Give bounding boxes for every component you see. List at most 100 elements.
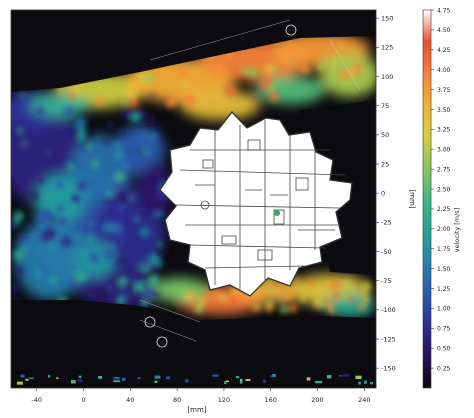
velocity-speckle — [74, 232, 83, 241]
velocity-speckle — [338, 43, 344, 49]
velocity-speckle — [154, 292, 161, 299]
velocity-speckle — [139, 227, 150, 238]
velocity-speckle — [18, 235, 28, 245]
velocity-speckle — [279, 304, 289, 314]
velocity-speckle — [333, 291, 343, 302]
velocity-speckle — [269, 91, 280, 102]
velocity-speckle — [343, 279, 352, 289]
plan-room — [202, 159, 214, 169]
velocity-speckle — [307, 279, 315, 287]
velocity-speckle — [131, 276, 137, 282]
velocity-strip-sample — [78, 380, 83, 383]
velocity-strip-sample — [154, 380, 158, 383]
velocity-strip-sample — [245, 378, 251, 382]
velocity-speckle — [152, 211, 159, 218]
velocity-speckle — [176, 287, 186, 297]
velocity-strip-sample — [137, 377, 141, 380]
mask-bottom — [11, 300, 376, 388]
velocity-speckle — [20, 243, 29, 252]
y-axis-label: [mm] — [408, 189, 416, 208]
velocity-strip-sample — [364, 380, 368, 384]
velocity-speckle — [288, 303, 298, 313]
velocity-speckle — [56, 205, 63, 212]
velocity-speckle — [329, 282, 337, 289]
velocity-speckle — [16, 190, 23, 197]
velocity-speckle — [110, 221, 123, 234]
colorbar-tick-label: 3.50 — [437, 107, 451, 114]
x-tick-label: 80 — [173, 396, 181, 404]
velocity-speckle — [137, 109, 145, 117]
velocity-speckle — [140, 261, 149, 270]
colorbar-tick-label: 0.25 — [437, 365, 451, 372]
plan-fixture — [200, 200, 210, 210]
velocity-speckle — [65, 164, 71, 170]
velocity-speckle — [128, 293, 133, 298]
colorbar-tick-label: 4.50 — [437, 27, 451, 34]
velocity-speckle — [116, 296, 126, 306]
colorbar-tick-label: 3.75 — [437, 87, 451, 94]
velocity-speckle — [131, 266, 138, 272]
velocity-speckle — [211, 290, 221, 300]
velocity-speckle — [89, 181, 94, 186]
velocity-speckle — [118, 246, 123, 252]
plan-fixture — [274, 210, 280, 216]
velocity-speckle — [293, 57, 305, 69]
velocity-speckle — [156, 241, 162, 248]
velocity-speckle — [90, 221, 95, 227]
velocity-speckle — [102, 221, 114, 233]
x-tick-label: 240 — [358, 396, 370, 404]
y-tick-label: -75 — [381, 277, 392, 285]
velocity-speckle — [330, 57, 339, 65]
velocity-strip-sample — [122, 377, 126, 381]
velocity-speckle — [74, 116, 87, 128]
colorbar-tick-label: 3.25 — [437, 127, 451, 134]
velocity-strip-sample — [355, 375, 362, 380]
y-tick-label: -100 — [381, 306, 396, 314]
velocity-speckle — [116, 193, 128, 206]
velocity-speckle — [151, 93, 156, 98]
velocity-speckle — [133, 215, 141, 223]
x-tick-label: 120 — [218, 396, 230, 404]
grid-label-6: 6 — [160, 339, 165, 347]
velocity-speckle — [149, 197, 159, 207]
velocity-strip-sample — [306, 377, 311, 381]
velocity-speckle — [29, 233, 41, 245]
colorbar-tick-label: 1.00 — [437, 306, 451, 313]
velocity-speckle — [317, 300, 326, 309]
velocity-strip-sample — [369, 381, 373, 385]
building-floor-plan — [159, 111, 353, 297]
velocity-strip-sample — [272, 374, 276, 378]
y-tick-label: 50 — [381, 131, 389, 139]
plan-room — [247, 139, 261, 151]
y-tick-label: 150 — [381, 14, 393, 22]
velocity-strip-sample — [113, 376, 120, 380]
velocity-speckle — [148, 252, 160, 264]
plan-wall — [189, 244, 326, 249]
x-axis: -40 0 40 80 120 160 200 240 — [31, 388, 371, 404]
velocity-speckle — [348, 69, 358, 79]
velocity-strip-sample — [270, 375, 274, 378]
colorbar-tick-label: 1.75 — [437, 246, 451, 253]
colorbar-tick-label: 0.50 — [437, 346, 451, 353]
velocity-strip-sample — [78, 375, 82, 378]
colorbar-tick-label: 1.50 — [437, 266, 451, 273]
colorbar-tick-label: 2.00 — [437, 226, 451, 233]
velocity-speckle — [140, 299, 148, 308]
velocity-speckle — [113, 149, 125, 161]
velocity-speckle — [338, 69, 350, 80]
velocity-speckle — [125, 87, 138, 100]
velocity-speckle — [230, 287, 239, 295]
velocity-speckle — [178, 69, 186, 77]
velocity-speckle — [134, 71, 144, 80]
colorbar-tick-label: 2.50 — [437, 186, 451, 193]
velocity-speckle — [122, 100, 129, 107]
velocity-speckle — [187, 290, 194, 296]
x-tick-label: 0 — [81, 396, 85, 404]
y-tick-label: 75 — [381, 102, 389, 110]
colorbar-tick-label: 1.25 — [437, 286, 451, 293]
velocity-speckle — [45, 225, 50, 230]
velocity-strip-sample — [154, 375, 161, 379]
velocity-speckle — [107, 285, 114, 292]
y-tick-label: 0 — [381, 189, 385, 197]
